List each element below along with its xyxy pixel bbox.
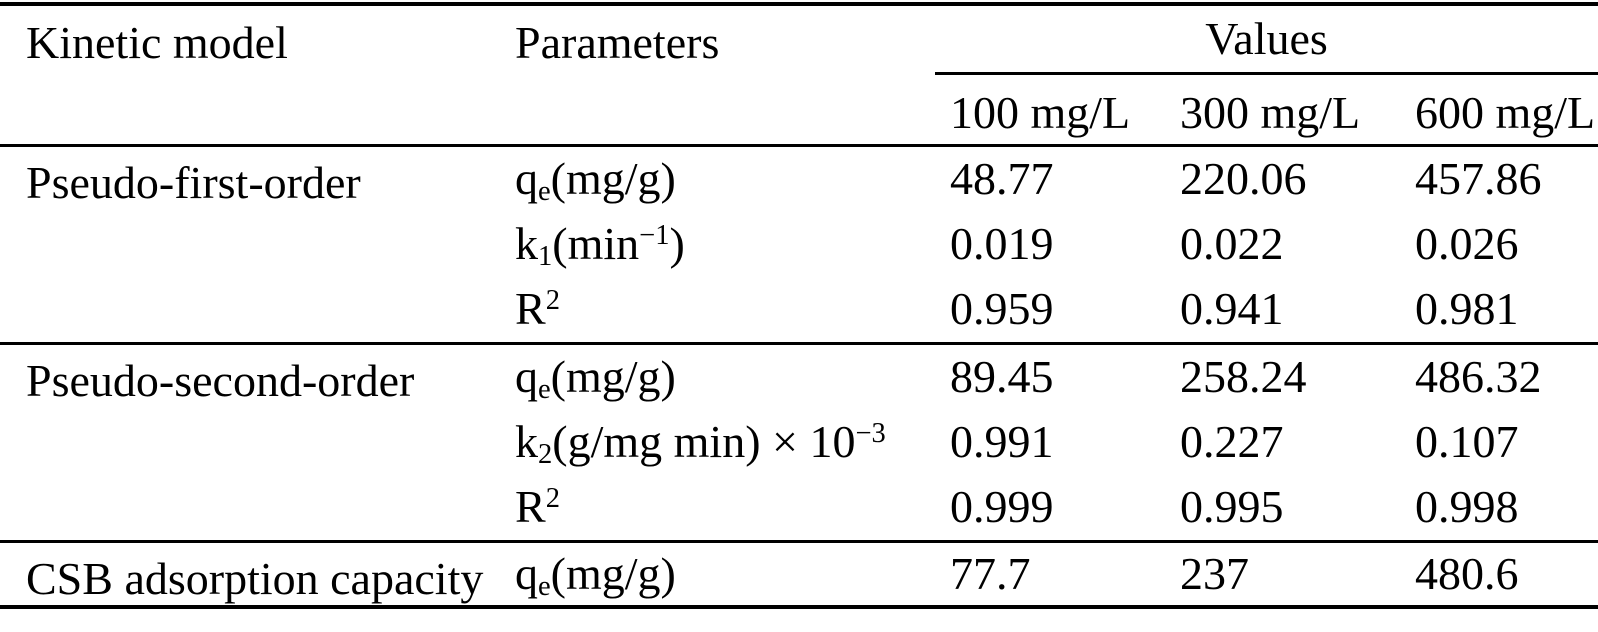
header-conc-600: 600 mg/L xyxy=(1400,73,1598,147)
param-subscript: e xyxy=(538,176,551,208)
value-cell: 480.6 xyxy=(1415,547,1519,599)
header-conc-100: 100 mg/L xyxy=(935,73,1165,147)
header-kinetic-model: Kinetic model xyxy=(0,4,485,147)
value-cell: 0.227 xyxy=(1180,416,1284,467)
table-row: R2 0.999 0.995 0.998 xyxy=(0,475,1598,543)
param-text: (g/mg min) × 10 xyxy=(552,416,856,467)
value-cell: 237 xyxy=(1180,547,1249,599)
table-row: Pseudo-second-order qe(mg/g) 89.45 258.2… xyxy=(0,343,1598,543)
kinetics-table: Kinetic model Parameters Values 100 mg/L… xyxy=(0,2,1598,609)
value-cell: 258.24 xyxy=(1180,350,1307,402)
param-label: qe(mg/g) xyxy=(485,343,935,409)
value-cell: 0.107 xyxy=(1415,416,1519,467)
param-subscript: 2 xyxy=(538,439,553,471)
header-row-top: Kinetic model Parameters Values xyxy=(0,4,1598,147)
header-conc-300: 300 mg/L xyxy=(1165,73,1400,147)
param-text: (mg/g) xyxy=(550,547,676,599)
param-text: (mg/g) xyxy=(550,350,676,402)
param-subscript: e xyxy=(538,374,551,406)
param-text: (min xyxy=(552,218,640,269)
param-label: R2 xyxy=(485,277,935,345)
model-name-pseudo-first-order: Pseudo-first-order xyxy=(0,145,485,345)
table-row: CSB adsorption capacity qe(mg/g) 77.7 23… xyxy=(0,541,1598,607)
param-text: q xyxy=(515,350,538,402)
param-label: k2(g/mg min) × 10−3 xyxy=(485,409,935,475)
value-cell: 0.022 xyxy=(1180,218,1284,269)
table-row: R2 0.959 0.941 0.981 xyxy=(0,277,1598,345)
table-row: k1(min−1) 0.019 0.022 0.026 xyxy=(0,211,1598,277)
value-cell: 0.941 xyxy=(1165,277,1400,345)
table-body: Pseudo-first-order qe(mg/g) 48.77 220.06… xyxy=(0,145,1598,607)
header-row-concentrations: 100 mg/L 300 mg/L 600 mg/L xyxy=(0,73,1598,147)
table-header: Kinetic model Parameters Values 100 mg/L… xyxy=(0,4,1598,147)
value-cell: 0.991 xyxy=(950,416,1054,467)
param-superscript: 2 xyxy=(545,285,560,317)
param-label: k1(min−1) xyxy=(485,211,935,277)
param-text: R xyxy=(515,481,546,533)
value-cell: 48.77 xyxy=(950,152,1054,204)
param-label: qe(mg/g) xyxy=(485,541,935,607)
value-cell: 0.998 xyxy=(1400,475,1598,543)
value-cell: 0.959 xyxy=(935,277,1165,345)
value-cell: 486.32 xyxy=(1415,350,1542,402)
model-name-csb-adsorption-capacity: CSB adsorption capacity xyxy=(26,552,484,604)
value-cell: 0.026 xyxy=(1415,218,1519,269)
param-text: (mg/g) xyxy=(550,152,676,204)
value-cell: 0.981 xyxy=(1400,277,1598,345)
value-cell: 0.999 xyxy=(935,475,1165,543)
param-label: qe(mg/g) xyxy=(485,145,935,211)
value-cell: 457.86 xyxy=(1415,152,1542,204)
param-superscript: −3 xyxy=(855,418,886,450)
param-superscript: −1 xyxy=(639,220,670,252)
param-text: k xyxy=(515,218,538,269)
param-text: k xyxy=(515,416,538,467)
param-text: q xyxy=(515,547,538,599)
value-cell: 220.06 xyxy=(1180,152,1307,204)
model-name-pseudo-second-order: Pseudo-second-order xyxy=(0,343,485,543)
param-text: ) xyxy=(669,218,685,269)
header-values-spanner: Values xyxy=(935,4,1598,75)
table-row: Pseudo-first-order qe(mg/g) 48.77 220.06… xyxy=(0,145,1598,345)
param-subscript: e xyxy=(538,571,551,603)
value-cell: 89.45 xyxy=(950,350,1054,402)
value-cell: 0.995 xyxy=(1165,475,1400,543)
header-parameters: Parameters xyxy=(485,4,935,147)
value-cell: 77.7 xyxy=(950,547,1031,599)
param-text: q xyxy=(515,152,538,204)
param-text: R xyxy=(515,283,546,335)
param-superscript: 2 xyxy=(545,483,560,515)
value-cell: 0.019 xyxy=(950,218,1054,269)
param-label: R2 xyxy=(485,475,935,543)
param-subscript: 1 xyxy=(538,241,553,273)
table-row: k2(g/mg min) × 10−3 0.991 0.227 0.107 xyxy=(0,409,1598,475)
